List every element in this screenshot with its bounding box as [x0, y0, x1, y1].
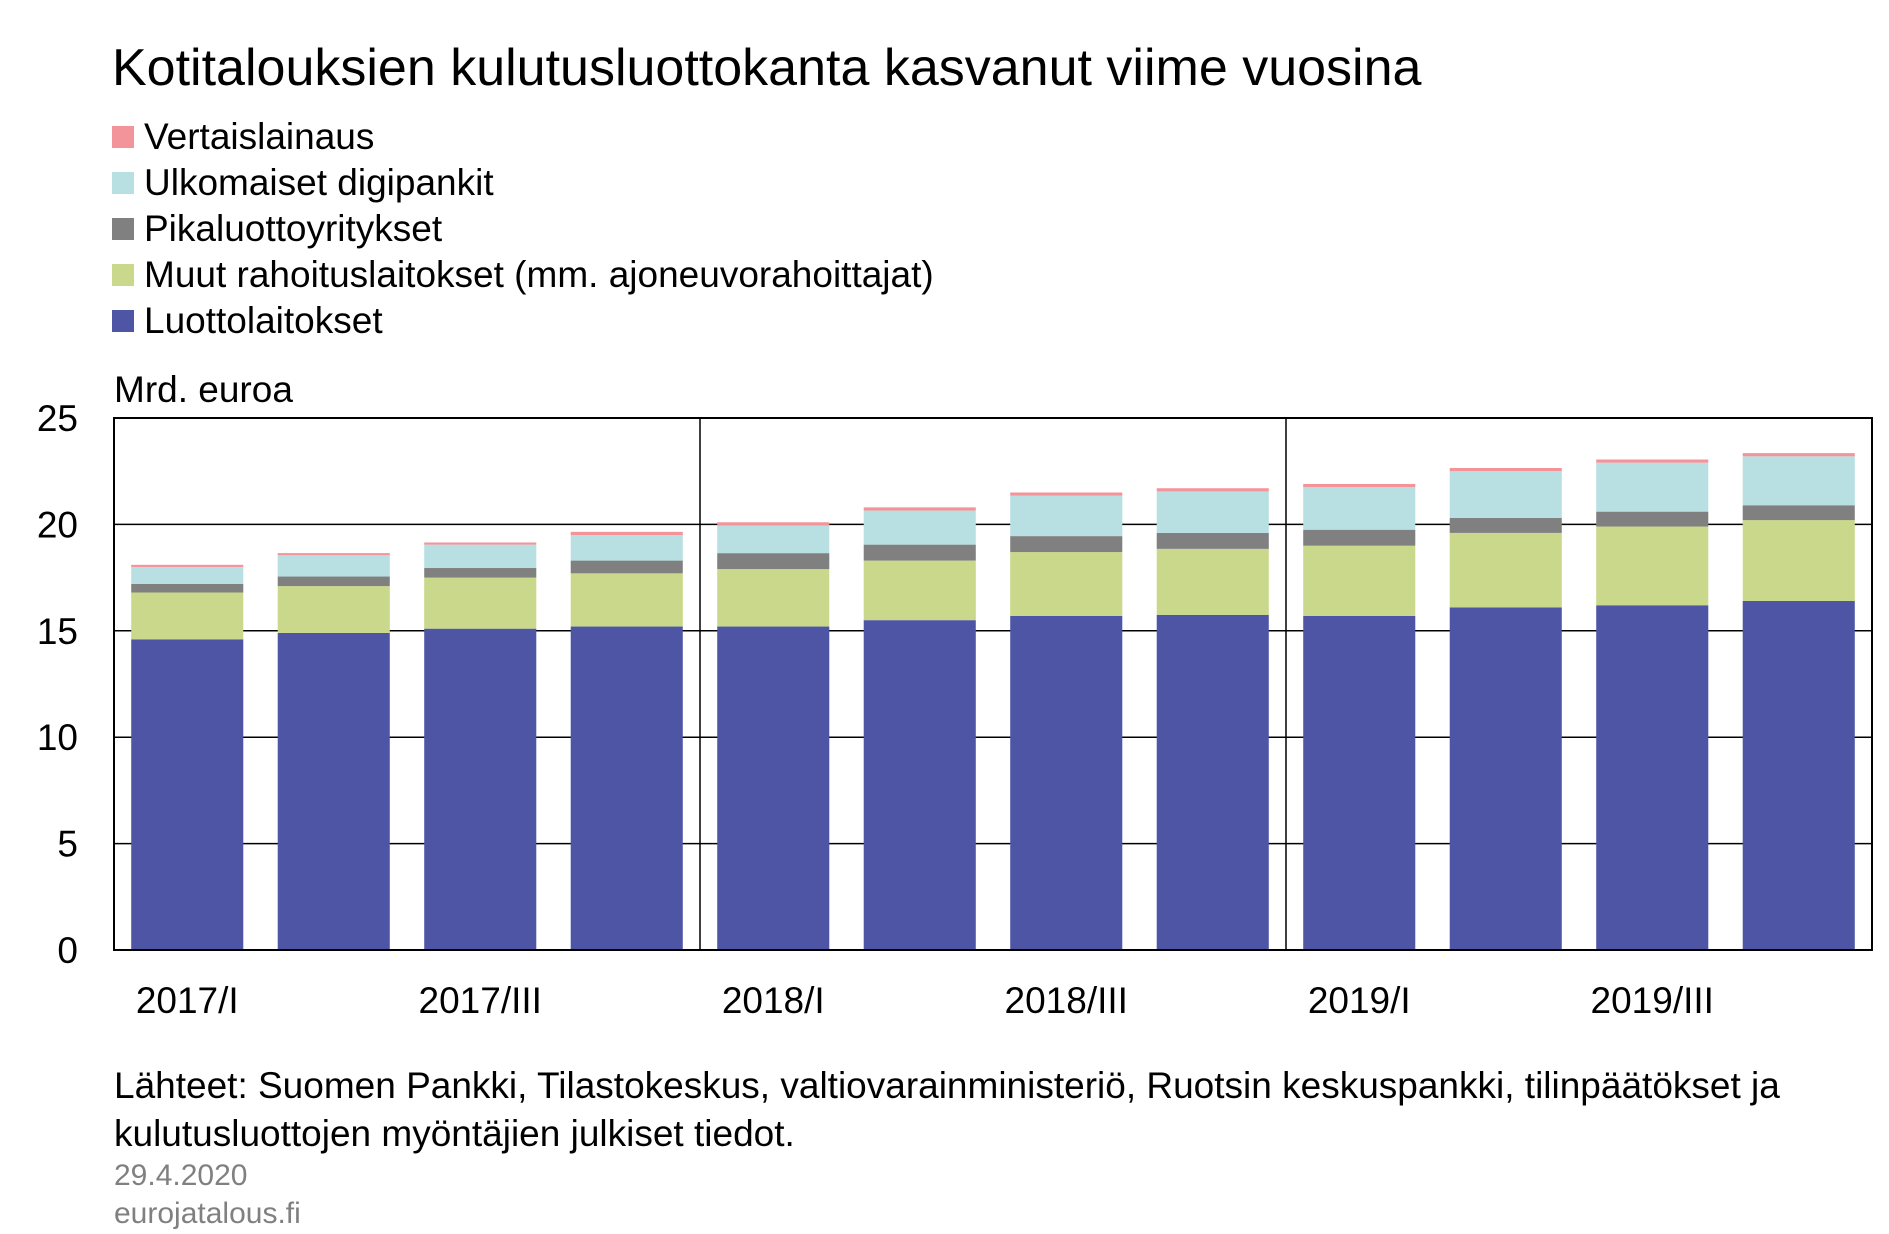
bar-segment-ulkomaiset-4 [717, 525, 830, 554]
y-axis-unit-label: Mrd. euroa [114, 369, 293, 410]
bar-segment-pikaluottoyritykset-0 [131, 583, 244, 593]
legend-item-vertaislainaus: Vertaislainaus [112, 114, 934, 160]
bar-segment-ulkomaiset-0 [131, 566, 244, 584]
bar-segment-muut-0 [131, 592, 244, 640]
legend-swatch-ulkomaiset-digipankit [112, 172, 134, 194]
bar-segment-pikaluottoyritykset-11 [1742, 505, 1855, 521]
bar-segment-muut-5 [863, 560, 976, 621]
bar-segment-pikaluottoyritykset-4 [717, 553, 830, 570]
bar-segment-vertaislainaus-7 [1156, 488, 1269, 492]
bar-segment-pikaluottoyritykset-7 [1156, 532, 1269, 549]
bar-segment-pikaluottoyritykset-1 [277, 576, 390, 587]
y-tick-label: 0 [57, 930, 78, 971]
bar-segment-pikaluottoyritykset-6 [1010, 536, 1123, 553]
bar-segment-vertaislainaus-0 [131, 564, 244, 567]
bar-segment-muut-1 [277, 586, 390, 633]
y-tick-label: 20 [37, 504, 78, 545]
legend-label-ulkomaiset-digipankit: Ulkomaiset digipankit [144, 162, 494, 203]
bar-segment-luottolaitokset-4 [717, 626, 830, 950]
bar-segment-luottolaitokset-8 [1303, 615, 1416, 950]
bar-segment-luottolaitokset-7 [1156, 614, 1269, 950]
legend-item-pikaluottoyritykset: Pikaluottoyritykset [112, 206, 934, 252]
plot-area [114, 418, 1872, 950]
bar-segment-vertaislainaus-2 [424, 542, 537, 545]
bar-segment-muut-2 [424, 577, 537, 629]
bar-segment-muut-7 [1156, 548, 1269, 615]
legend-label-luottolaitokset: Luottolaitokset [144, 300, 383, 341]
legend-swatch-luottolaitokset [112, 310, 134, 332]
legend-label-muut-rahoituslaitokset: Muut rahoituslaitokset (mm. ajoneuvoraho… [144, 254, 934, 295]
bar-segment-ulkomaiset-5 [863, 510, 976, 545]
y-tick-label: 5 [57, 824, 78, 865]
bar-segment-luottolaitokset-1 [277, 632, 390, 950]
bar-segment-muut-8 [1303, 545, 1416, 616]
bar-segment-pikaluottoyritykset-8 [1303, 529, 1416, 546]
bar-segment-ulkomaiset-8 [1303, 487, 1416, 530]
bar-segment-luottolaitokset-0 [131, 639, 244, 950]
bar-segment-vertaislainaus-11 [1742, 453, 1855, 457]
bar-segment-ulkomaiset-11 [1742, 456, 1855, 506]
y-tick-label: 10 [37, 717, 78, 758]
legend-swatch-muut-rahoituslaitokset [112, 264, 134, 286]
legend-label-pikaluottoyritykset: Pikaluottoyritykset [144, 208, 443, 249]
x-tick-label: 2018/I [722, 980, 825, 1021]
bar-segment-luottolaitokset-6 [1010, 615, 1123, 950]
bar-segment-pikaluottoyritykset-3 [570, 560, 683, 574]
bar-segment-muut-11 [1742, 520, 1855, 602]
bar-segment-luottolaitokset-10 [1596, 605, 1709, 950]
bar-segment-muut-3 [570, 573, 683, 627]
bar-segment-pikaluottoyritykset-2 [424, 568, 537, 578]
bar-segment-luottolaitokset-5 [863, 620, 976, 950]
x-tick-label: 2017/III [419, 980, 542, 1021]
bar-segment-vertaislainaus-6 [1010, 492, 1123, 496]
bar-segment-pikaluottoyritykset-10 [1596, 511, 1709, 527]
bar-segment-ulkomaiset-6 [1010, 495, 1123, 537]
plot-frame [113, 417, 1873, 951]
legend-item-luottolaitokset: Luottolaitokset [112, 298, 934, 344]
bar-segment-ulkomaiset-2 [424, 544, 537, 569]
bar-segment-ulkomaiset-7 [1156, 491, 1269, 533]
bar-segment-vertaislainaus-9 [1449, 468, 1562, 472]
bar-segment-ulkomaiset-3 [570, 535, 683, 561]
bar-segment-muut-4 [717, 569, 830, 627]
bar-segment-ulkomaiset-1 [277, 555, 390, 577]
legend-item-ulkomaiset-digipankit: Ulkomaiset digipankit [112, 160, 934, 206]
x-tick-label: 2017/I [136, 980, 239, 1021]
legend-swatch-vertaislainaus [112, 126, 134, 148]
legend: Vertaislainaus Ulkomaiset digipankit Pik… [112, 114, 934, 344]
x-tick-label: 2019/I [1308, 980, 1411, 1021]
bar-segment-luottolaitokset-2 [424, 628, 537, 950]
site-name: eurojatalous.fi [114, 1197, 301, 1230]
legend-swatch-pikaluottoyritykset [112, 218, 134, 240]
source-note: Lähteet: Suomen Pankki, Tilastokeskus, v… [114, 1065, 1780, 1154]
bar-segment-vertaislainaus-4 [717, 522, 830, 526]
x-tick-label: 2018/III [1005, 980, 1128, 1021]
bar-segment-luottolaitokset-3 [570, 626, 683, 950]
bar-segment-vertaislainaus-10 [1596, 459, 1709, 463]
y-tick-label: 15 [37, 611, 78, 652]
bar-segment-ulkomaiset-9 [1449, 471, 1562, 519]
bar-segment-vertaislainaus-8 [1303, 483, 1416, 488]
bar-segment-pikaluottoyritykset-5 [863, 544, 976, 561]
bar-segment-pikaluottoyritykset-9 [1449, 518, 1562, 533]
legend-item-muut-rahoituslaitokset: Muut rahoituslaitokset (mm. ajoneuvoraho… [112, 252, 934, 298]
y-tick-label: 25 [37, 398, 78, 439]
bar-chart: 0 5 10 15 20 25 2017/I 2017/III 2018/I 2018/III 20… [37, 398, 1873, 1021]
publish-date: 29.4.2020 [114, 1159, 248, 1192]
bar-segment-luottolaitokset-11 [1742, 601, 1855, 950]
bar-segment-vertaislainaus-3 [570, 531, 683, 536]
bar-segment-luottolaitokset-9 [1449, 607, 1562, 950]
legend-label-vertaislainaus: Vertaislainaus [144, 116, 375, 157]
bar-segment-muut-10 [1596, 526, 1709, 606]
bar-segment-vertaislainaus-5 [863, 507, 976, 511]
bar-segment-muut-9 [1449, 532, 1562, 608]
bar-segment-muut-6 [1010, 552, 1123, 616]
x-tick-label: 2019/III [1591, 980, 1714, 1021]
chart-title: Kotitalouksien kulutusluottokanta kasvan… [112, 39, 1422, 97]
bar-segment-ulkomaiset-10 [1596, 462, 1709, 512]
bar-segment-vertaislainaus-1 [277, 553, 390, 556]
